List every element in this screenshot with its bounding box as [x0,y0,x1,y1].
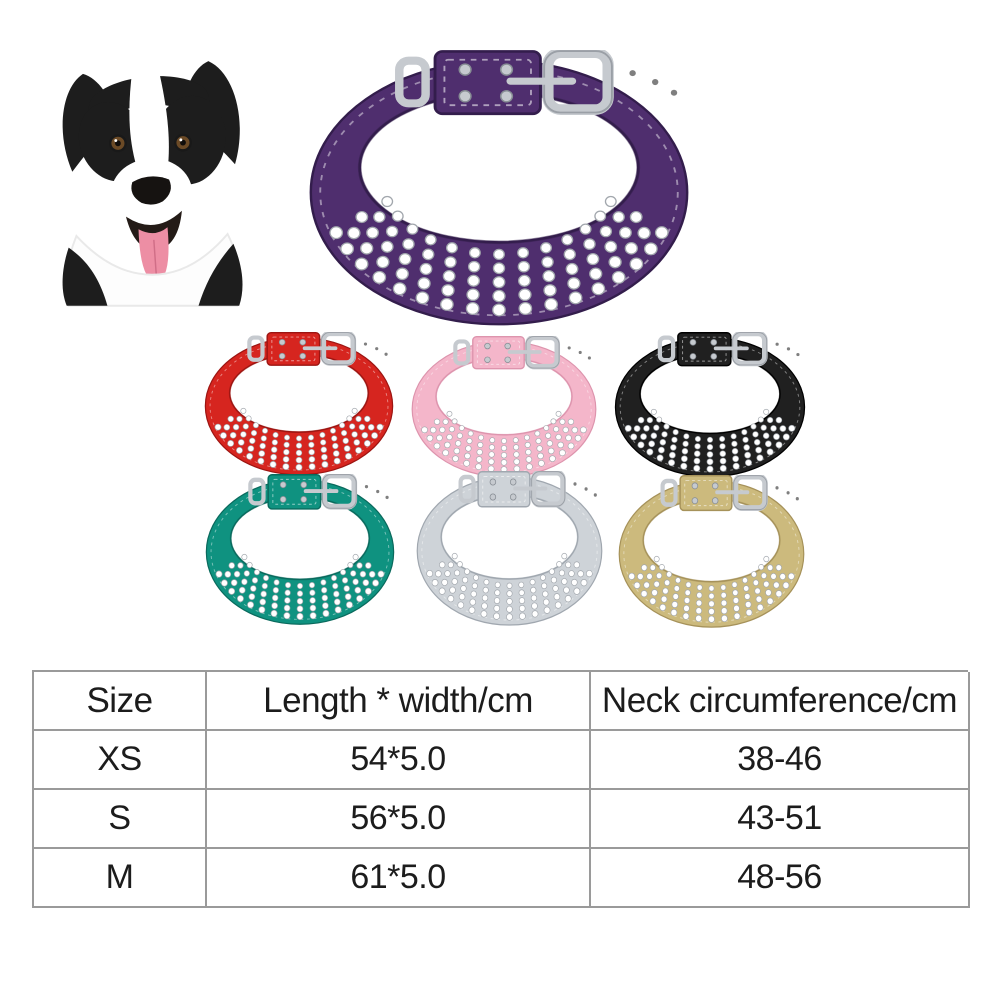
cell-s-length: 56*5.0 [207,790,591,849]
border-collie-illustration [62,61,243,307]
dog-left-shoulder-patch [62,247,108,306]
dog-right-shoulder-patch [198,243,243,306]
dog-nose [131,176,171,205]
collar-silver [408,471,611,635]
cell-m-length: 61*5.0 [207,849,591,908]
collar-pink [403,336,605,486]
table-header-neck-circumference: Neck circumference/cm [591,672,970,731]
table-header-length-width: Length * width/cm [207,672,591,731]
dog-photo [26,36,278,308]
dog-right-pupil [180,139,186,146]
dog-tongue [138,227,169,283]
cell-m-size: M [34,849,207,908]
cell-xs-size: XS [34,731,207,790]
dog-blaze [129,68,169,173]
dog-left-pupil [115,140,121,147]
cell-xs-neck: 38-46 [591,731,970,790]
cell-s-size: S [34,790,207,849]
collar-teal [197,474,403,634]
cell-s-neck: 43-51 [591,790,970,849]
collar-red [196,332,402,484]
table-header-size: Size [34,672,207,731]
cell-xs-length: 54*5.0 [207,731,591,790]
dog-right-eye-glint [179,138,183,142]
dog-tongue-crease [153,239,157,275]
collar-gold [610,475,813,637]
size-table: Size Length * width/cm Neck circumferenc… [32,670,970,908]
collar-purple-hero [292,50,706,342]
collar-black [606,332,814,486]
cell-m-neck: 48-56 [591,849,970,908]
dog-left-eye-glint [114,139,118,142]
